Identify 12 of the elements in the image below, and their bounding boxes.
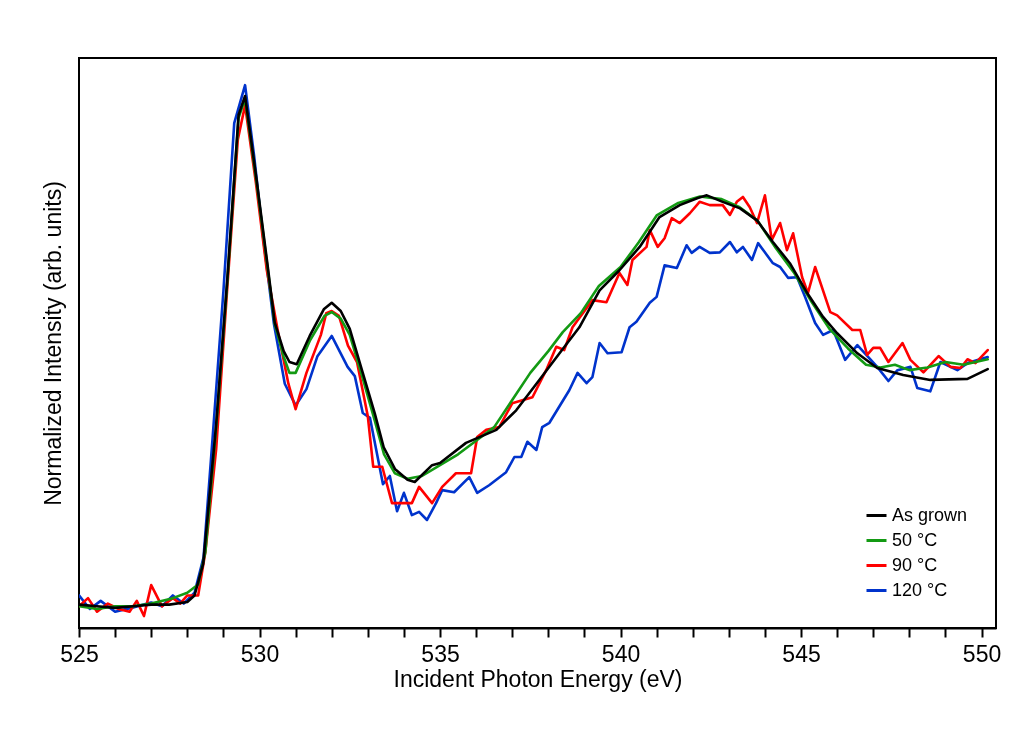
x-tick-label: 530 [240, 640, 280, 667]
y-axis-title: Normalized Intensity (arb. units) [39, 181, 66, 506]
legend-label: 90 °C [892, 554, 938, 575]
x-tick-label: 540 [601, 640, 641, 667]
legend-label: As grown [892, 504, 968, 525]
x-tick-label: 535 [421, 640, 460, 667]
x-tick-label: 545 [782, 640, 821, 667]
x-axis-title: Incident Photon Energy (eV) [393, 665, 683, 692]
x-tick-label: 550 [962, 640, 1002, 667]
x-tick-label: 525 [60, 640, 99, 667]
legend-label: 50 °C [892, 529, 938, 550]
legend-label: 120 °C [892, 579, 948, 600]
